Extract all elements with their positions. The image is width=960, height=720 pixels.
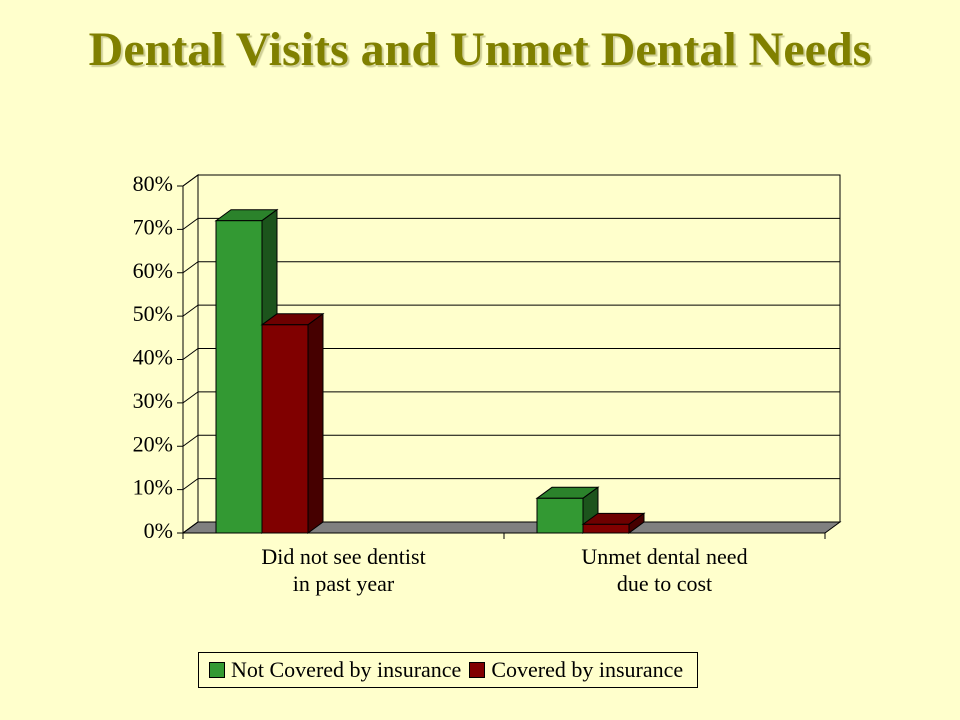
bar-front: [582, 523, 630, 534]
bar-front: [261, 324, 309, 534]
grid-line: [182, 478, 199, 491]
grid-line: [182, 434, 199, 447]
y-tick-label: 50%: [133, 301, 173, 326]
legend-label: Covered by insurance: [491, 657, 684, 682]
legend-item: Covered by insurance: [467, 657, 683, 683]
y-tick-label: 60%: [133, 258, 173, 283]
grid-line: [182, 217, 199, 230]
bar-side: [307, 312, 324, 534]
y-tick-label: 30%: [133, 388, 173, 413]
bar-front: [215, 220, 263, 534]
bar: [260, 312, 325, 534]
legend-item: Not Covered by insurance: [207, 657, 461, 683]
y-tick-label: 70%: [133, 214, 173, 239]
y-tick-label: 40%: [133, 345, 173, 370]
grid-line: [182, 348, 199, 360]
x-tick-label: Unmet dental need due to cost: [581, 544, 748, 596]
legend-label: Not Covered by insurance: [231, 657, 462, 682]
legend: Not Covered by insurance Covered by insur…: [198, 652, 699, 688]
legend-swatch: [469, 662, 486, 678]
chart-title: Dental Visits and Unmet Dental Needs: [88, 23, 872, 76]
grid-line: [182, 304, 199, 317]
bar: [581, 512, 646, 534]
legend-swatch: [209, 662, 225, 678]
y-tick-label: 10%: [133, 475, 173, 500]
grid-line: [182, 261, 199, 274]
x-tick-label: Did not see dentist in past year: [261, 544, 426, 596]
y-tick-label: 80%: [133, 171, 173, 196]
grid-line: [182, 391, 199, 404]
y-tick-label: 20%: [133, 431, 173, 456]
bar-front: [536, 497, 584, 534]
grid-line: [182, 521, 199, 534]
grid-line: [182, 174, 199, 187]
y-tick-label: 0%: [144, 518, 173, 543]
